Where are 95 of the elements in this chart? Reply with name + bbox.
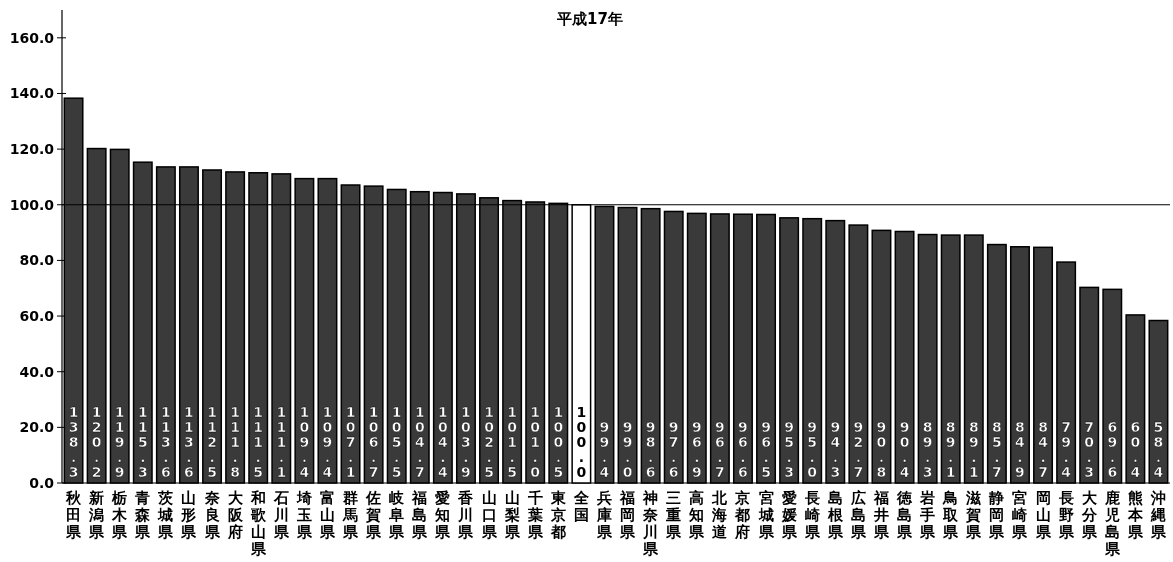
x-tick-label: 福岡県 bbox=[619, 489, 637, 541]
x-tick-label: 京都府 bbox=[734, 489, 751, 541]
y-tick-label: 0.0 bbox=[29, 475, 55, 491]
x-tick-label: 山口県 bbox=[480, 489, 498, 541]
data-label: 85.7 bbox=[992, 419, 1002, 480]
data-label: 96.5 bbox=[761, 419, 771, 480]
x-tick-label: 秋田県 bbox=[65, 489, 83, 541]
data-label: 95.0 bbox=[807, 419, 818, 480]
y-tick-label: 140.0 bbox=[9, 85, 55, 102]
x-tick-label: 青森県 bbox=[134, 489, 152, 541]
x-tick-label: 群馬県 bbox=[342, 489, 360, 541]
y-tick-label: 40.0 bbox=[19, 363, 55, 380]
data-label: 97.6 bbox=[668, 419, 679, 480]
data-label: 120.2 bbox=[91, 404, 102, 480]
x-tick-label: 鳥取県 bbox=[942, 489, 960, 541]
x-tick-label: 神奈川県 bbox=[642, 489, 660, 558]
data-label: 70.3 bbox=[1084, 419, 1095, 480]
data-label: 89.1 bbox=[945, 419, 956, 480]
x-tick-label: 香川県 bbox=[457, 489, 475, 541]
x-tick-label: 宮城県 bbox=[757, 489, 775, 541]
x-tick-label: 岐阜県 bbox=[388, 489, 406, 541]
data-label: 90.4 bbox=[899, 419, 910, 480]
x-tick-label: 徳島県 bbox=[896, 489, 914, 541]
x-tick-label: 宮崎県 bbox=[1011, 489, 1029, 541]
data-label: 119.9 bbox=[114, 404, 125, 480]
data-label: 96.9 bbox=[691, 419, 702, 480]
x-tick-label: 島根県 bbox=[826, 489, 844, 541]
data-label: 115.3 bbox=[137, 404, 148, 480]
data-label: 102.5 bbox=[484, 404, 495, 480]
x-tick-label: 沖縄県 bbox=[1149, 489, 1167, 541]
y-tick-label: 80.0 bbox=[19, 252, 55, 269]
data-label: 89.1 bbox=[968, 419, 979, 480]
data-label: 98.6 bbox=[645, 419, 656, 480]
x-tick-label: 埼玉県 bbox=[295, 489, 313, 541]
x-tick-label: 全国 bbox=[572, 489, 590, 524]
data-label: 79.4 bbox=[1061, 419, 1072, 480]
data-label: 99.0 bbox=[622, 419, 633, 480]
x-tick-label: 富山県 bbox=[318, 489, 336, 541]
data-label: 96.7 bbox=[715, 419, 725, 480]
data-label: 106.7 bbox=[368, 404, 379, 480]
x-tick-label: 福島県 bbox=[411, 489, 429, 541]
x-tick-label: 佐賀県 bbox=[365, 489, 383, 541]
x-tick-label: 和歌山県 bbox=[249, 489, 267, 558]
data-label: 101.0 bbox=[530, 404, 541, 480]
y-tick-label: 160.0 bbox=[9, 29, 55, 46]
x-tick-label: 栃木県 bbox=[111, 489, 129, 541]
x-tick-label: 岩手県 bbox=[919, 489, 937, 541]
y-tick-label: 60.0 bbox=[19, 308, 55, 325]
y-tick-label: 100.0 bbox=[9, 196, 55, 213]
x-tick-label: 山梨県 bbox=[503, 489, 521, 541]
data-label: 84.9 bbox=[1015, 419, 1026, 480]
data-label: 112.5 bbox=[207, 404, 217, 480]
x-tick-label: 鹿児島県 bbox=[1103, 489, 1121, 558]
x-tick-label: 高知県 bbox=[688, 489, 706, 541]
x-tick-label: 愛知県 bbox=[434, 489, 452, 541]
x-tick-label: 滋賀県 bbox=[965, 489, 983, 541]
data-label: 111.8 bbox=[230, 404, 240, 480]
data-label: 138.3 bbox=[68, 404, 79, 480]
data-label: 100.0 bbox=[576, 404, 587, 480]
x-tick-label: 石川県 bbox=[272, 489, 290, 541]
y-tick-label: 120.0 bbox=[9, 141, 55, 158]
x-tick-label: 福井県 bbox=[872, 489, 890, 541]
x-tick-label: 長崎県 bbox=[803, 489, 821, 541]
x-tick-label: 大分県 bbox=[1080, 489, 1098, 541]
data-label: 103.9 bbox=[461, 404, 472, 480]
data-label: 84.7 bbox=[1038, 419, 1049, 480]
x-tick-label: 兵庫県 bbox=[595, 489, 613, 541]
x-tick-label: 奈良県 bbox=[203, 489, 221, 541]
y-tick-label: 20.0 bbox=[19, 419, 55, 436]
data-label: 101.5 bbox=[507, 404, 518, 480]
x-tick-label: 東京都 bbox=[549, 489, 567, 541]
data-label: 89.3 bbox=[922, 419, 933, 480]
x-tick-label: 静岡県 bbox=[988, 489, 1006, 541]
x-tick-label: 新潟県 bbox=[88, 489, 106, 541]
data-label: 96.6 bbox=[738, 419, 748, 480]
chart-title: 平成17年 bbox=[556, 10, 623, 28]
x-tick-label: 山形県 bbox=[180, 489, 198, 541]
x-tick-label: 大阪府 bbox=[226, 489, 244, 541]
data-label: 107.1 bbox=[345, 404, 356, 480]
x-tick-label: 愛媛県 bbox=[780, 489, 798, 541]
x-tick-label: 長野県 bbox=[1057, 489, 1075, 541]
x-tick-label: 熊本県 bbox=[1126, 489, 1144, 541]
data-label: 104.4 bbox=[438, 404, 448, 480]
x-tick-label: 北海道 bbox=[711, 489, 729, 541]
data-label: 113.6 bbox=[161, 404, 171, 480]
x-tick-label: 広島県 bbox=[849, 489, 867, 541]
data-label: 105.5 bbox=[391, 404, 402, 480]
x-tick-label: 千葉県 bbox=[526, 489, 544, 541]
x-tick-label: 茨城県 bbox=[157, 489, 175, 541]
data-label: 104.7 bbox=[414, 404, 425, 480]
x-tick-label: 三重県 bbox=[665, 489, 683, 541]
data-label: 113.6 bbox=[184, 404, 194, 480]
data-label: 111.5 bbox=[253, 404, 264, 480]
data-label: 95.3 bbox=[784, 419, 794, 480]
x-tick-label: 岡山県 bbox=[1034, 489, 1052, 541]
